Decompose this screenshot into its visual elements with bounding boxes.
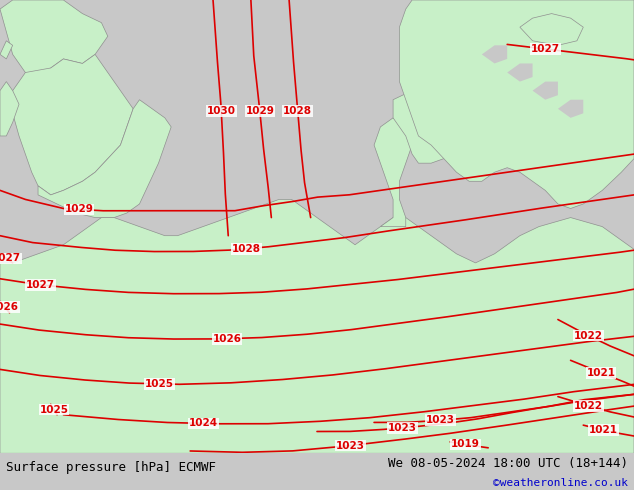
Text: 1027: 1027	[531, 44, 560, 54]
Text: 1022: 1022	[574, 401, 603, 411]
Polygon shape	[558, 99, 583, 118]
Polygon shape	[393, 91, 476, 163]
Polygon shape	[399, 0, 634, 209]
Polygon shape	[456, 145, 476, 159]
Text: We 08-05-2024 18:00 UTC (18+144): We 08-05-2024 18:00 UTC (18+144)	[387, 457, 628, 470]
Text: 1023: 1023	[426, 416, 455, 425]
Polygon shape	[418, 99, 437, 118]
Polygon shape	[114, 172, 139, 191]
Text: 1030: 1030	[207, 106, 236, 116]
Polygon shape	[431, 64, 482, 99]
Text: 1023: 1023	[388, 423, 417, 433]
Text: Surface pressure [hPa] ECMWF: Surface pressure [hPa] ECMWF	[6, 462, 216, 474]
Text: 1027: 1027	[0, 253, 21, 263]
Polygon shape	[0, 0, 108, 82]
Text: 1029: 1029	[245, 106, 275, 116]
Polygon shape	[533, 82, 558, 99]
Polygon shape	[482, 46, 507, 64]
Text: 1023: 1023	[336, 441, 365, 450]
Text: ©weatheronline.co.uk: ©weatheronline.co.uk	[493, 478, 628, 488]
Text: 1024: 1024	[188, 418, 217, 428]
Text: 1028: 1028	[283, 106, 312, 116]
Polygon shape	[38, 99, 171, 218]
Text: 1021: 1021	[589, 425, 618, 435]
Polygon shape	[0, 199, 634, 453]
Text: 1022: 1022	[574, 331, 603, 341]
Polygon shape	[412, 82, 431, 91]
Text: 1027: 1027	[26, 280, 55, 290]
Polygon shape	[374, 118, 412, 226]
Text: 1025: 1025	[145, 379, 174, 389]
Polygon shape	[0, 82, 19, 136]
Polygon shape	[469, 64, 507, 91]
Text: 1029: 1029	[65, 204, 93, 215]
Polygon shape	[0, 41, 13, 59]
Text: 1026: 1026	[0, 302, 19, 312]
Polygon shape	[444, 127, 463, 141]
Text: 1026: 1026	[212, 334, 242, 343]
Text: 1021: 1021	[586, 368, 616, 378]
Polygon shape	[520, 14, 583, 46]
Text: 1019: 1019	[451, 440, 480, 449]
Polygon shape	[13, 54, 133, 195]
Text: 1028: 1028	[232, 244, 261, 254]
Polygon shape	[507, 64, 533, 82]
Text: 1025: 1025	[39, 405, 68, 415]
